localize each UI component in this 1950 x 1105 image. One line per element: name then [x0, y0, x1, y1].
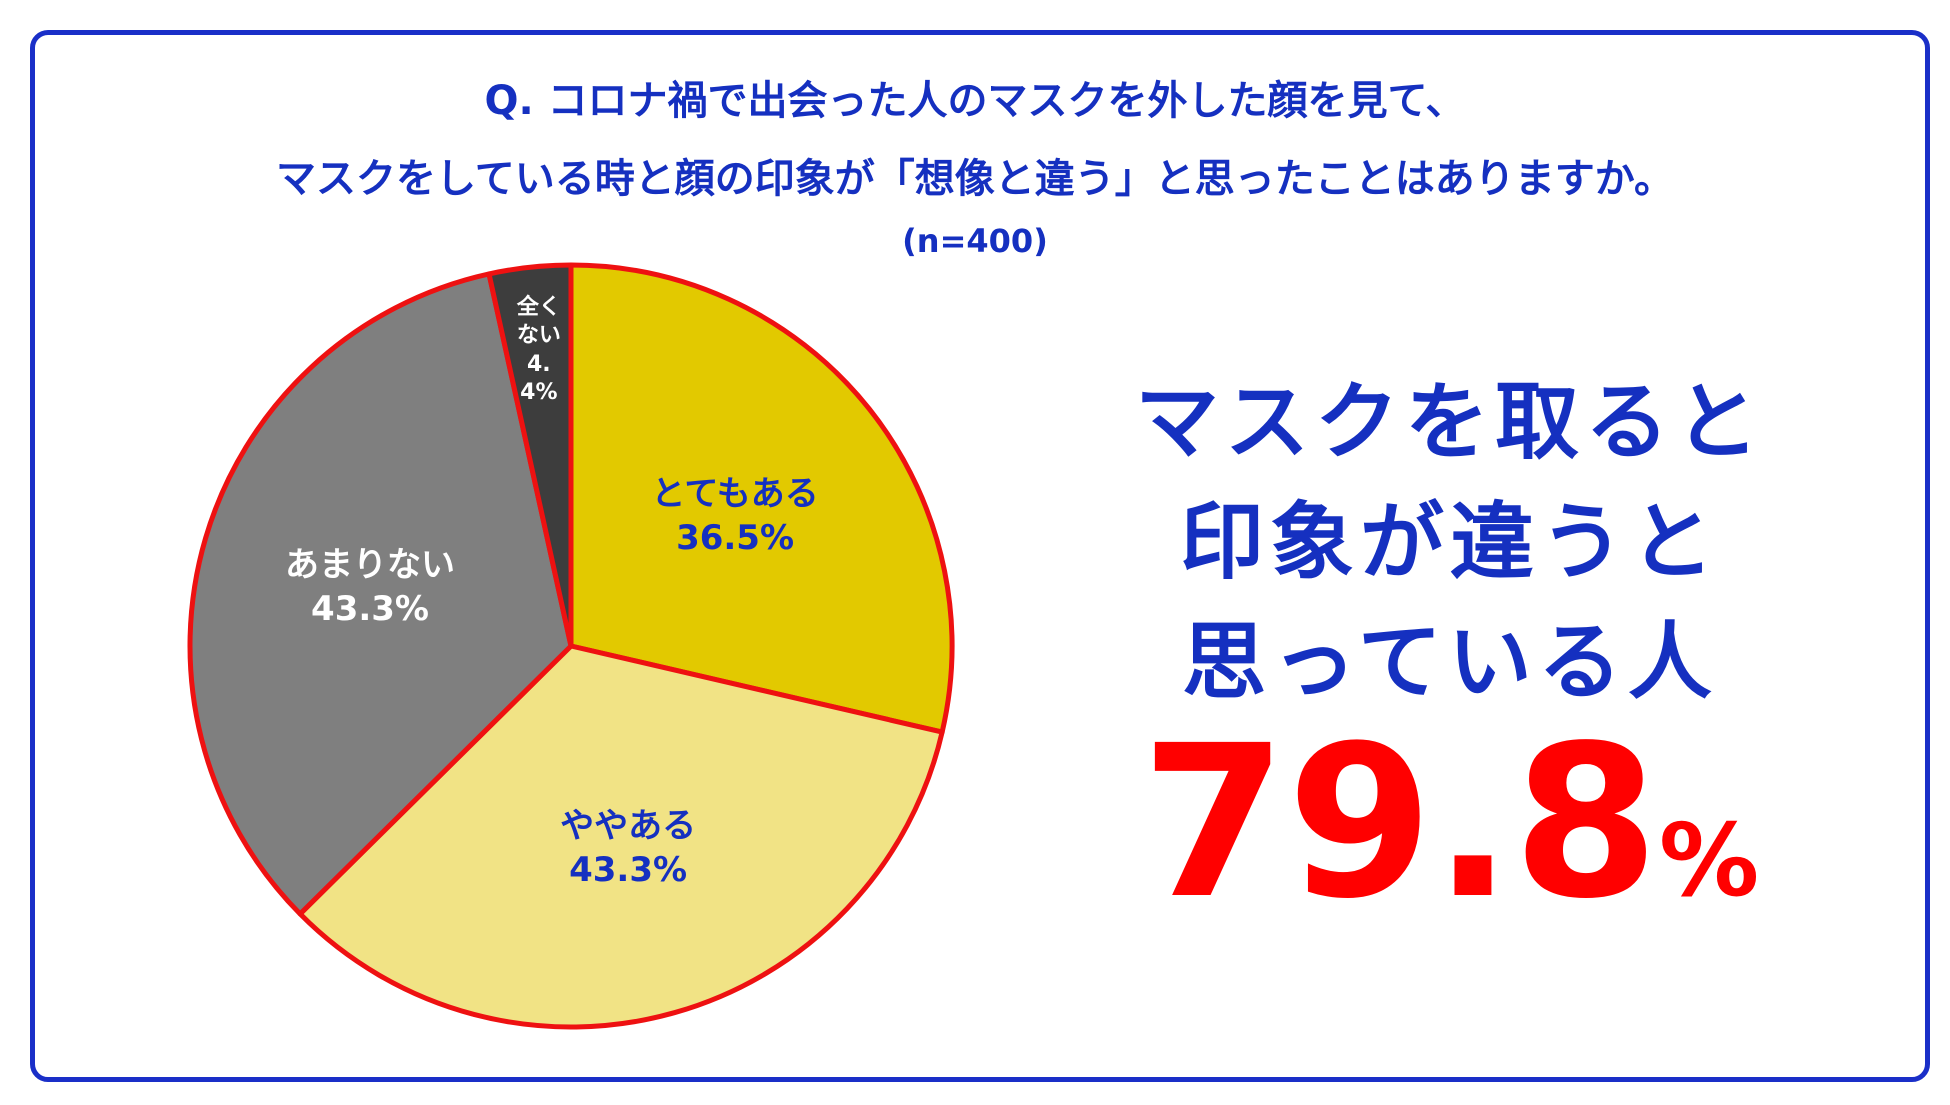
subtitle: (n=400) [902, 222, 1048, 260]
callout-value-box: 79.8% [1110, 700, 1790, 945]
callout-line: マスクを取ると [1134, 373, 1765, 471]
slice-label: 全くない 4.4% [515, 293, 563, 407]
slice-category: あまりない [285, 544, 456, 585]
pie-slice [297, 643, 945, 1030]
slice-category: ややある [560, 805, 697, 846]
pie-slice [187, 271, 574, 917]
callout-line: 印象が違うと [1179, 493, 1720, 591]
slice-label: あまりない 43.3% [285, 542, 455, 630]
slice-category: とてもある [651, 473, 819, 514]
slice-value: 36.5% [676, 517, 795, 558]
slice-value: 43.3% [569, 849, 688, 890]
slice-label: ややある 43.3% [560, 803, 696, 891]
slice-category: 全くない [516, 294, 561, 348]
callout-value: 79.8 [1140, 700, 1659, 945]
frame [30, 30, 1930, 1082]
callout-line: 思っている人 [1182, 613, 1718, 711]
title: マスクをしている時と顔の印象が「想像と違う」と思ったことはありますか。 [276, 156, 1674, 202]
pie-slice [486, 262, 574, 649]
slice-label: とてもある 36.5% [651, 471, 818, 559]
slice-value: 43.3% [311, 588, 429, 629]
title: Q. コロナ禍で出会った人のマスクを外した顔を見て、 [484, 78, 1466, 124]
callout-unit: % [1658, 802, 1760, 919]
pie-slice [568, 262, 955, 735]
slice-value: 4.4% [520, 351, 558, 406]
